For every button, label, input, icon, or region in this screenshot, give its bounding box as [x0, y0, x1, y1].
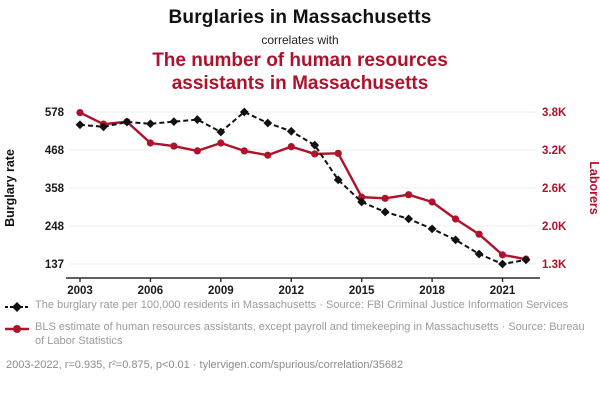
svg-text:358: 358 — [45, 183, 65, 195]
svg-text:2003: 2003 — [67, 285, 93, 296]
chart-header: Burglaries in Massachusetts correlates w… — [0, 0, 600, 96]
page-title: Burglaries in Massachusetts — [168, 7, 432, 28]
burglary-rate-series — [75, 107, 531, 268]
hr-assistants-series — [76, 108, 530, 263]
svg-text:1.3K: 1.3K — [542, 259, 567, 271]
svg-text:2009: 2009 — [208, 285, 234, 296]
correlates-with-label: correlates with — [261, 33, 339, 47]
svg-text:2018: 2018 — [419, 285, 445, 296]
correlated-variable-title: The number of human resources assistants… — [152, 50, 448, 94]
legend-text-hr-assistants: BLS estimate of human resources assistan… — [35, 320, 585, 348]
svg-text:137: 137 — [45, 259, 64, 271]
svg-text:2.6K: 2.6K — [542, 183, 567, 195]
svg-text:248: 248 — [45, 221, 65, 233]
black-dashed-line-diamond-icon — [5, 301, 29, 312]
svg-text:2006: 2006 — [138, 285, 164, 296]
x-axis: 2003 2006 2009 2012 2015 2018 2021 — [66, 276, 540, 296]
legend-item-burglary-rate: The burglary rate per 100,000 residents … — [5, 298, 590, 313]
svg-text:2012: 2012 — [278, 285, 304, 296]
legend-item-hr-assistants: BLS estimate of human resources assistan… — [5, 320, 590, 349]
red-line-circle-icon — [5, 324, 29, 333]
legend-text-burglary-rate: The burglary rate per 100,000 residents … — [35, 298, 569, 311]
spurious-correlation-chart-page: Burglaries in Massachusetts correlates w… — [0, 0, 600, 371]
chart-legend: The burglary rate per 100,000 residents … — [0, 296, 600, 349]
svg-text:3.2K: 3.2K — [542, 145, 567, 157]
svg-text:2015: 2015 — [349, 285, 375, 296]
left-axis-label: Burglary rate — [3, 149, 17, 227]
footer-stats: 2003-2022, r=0.935, r²=0.875, p<0.01 · t… — [6, 358, 404, 371]
svg-text:578: 578 — [45, 107, 65, 119]
gridlines — [70, 111, 536, 265]
svg-text:468: 468 — [45, 145, 65, 157]
svg-text:3.8K: 3.8K — [542, 107, 567, 119]
right-axis-label: Laborers — [587, 161, 600, 215]
y-axis-ticks: 137 1.3K 248 2.0K 358 2.6K 468 3.2K 578 3.8K — [45, 107, 567, 271]
svg-text:2021: 2021 — [490, 285, 516, 296]
svg-text:2.0K: 2.0K — [542, 221, 567, 233]
